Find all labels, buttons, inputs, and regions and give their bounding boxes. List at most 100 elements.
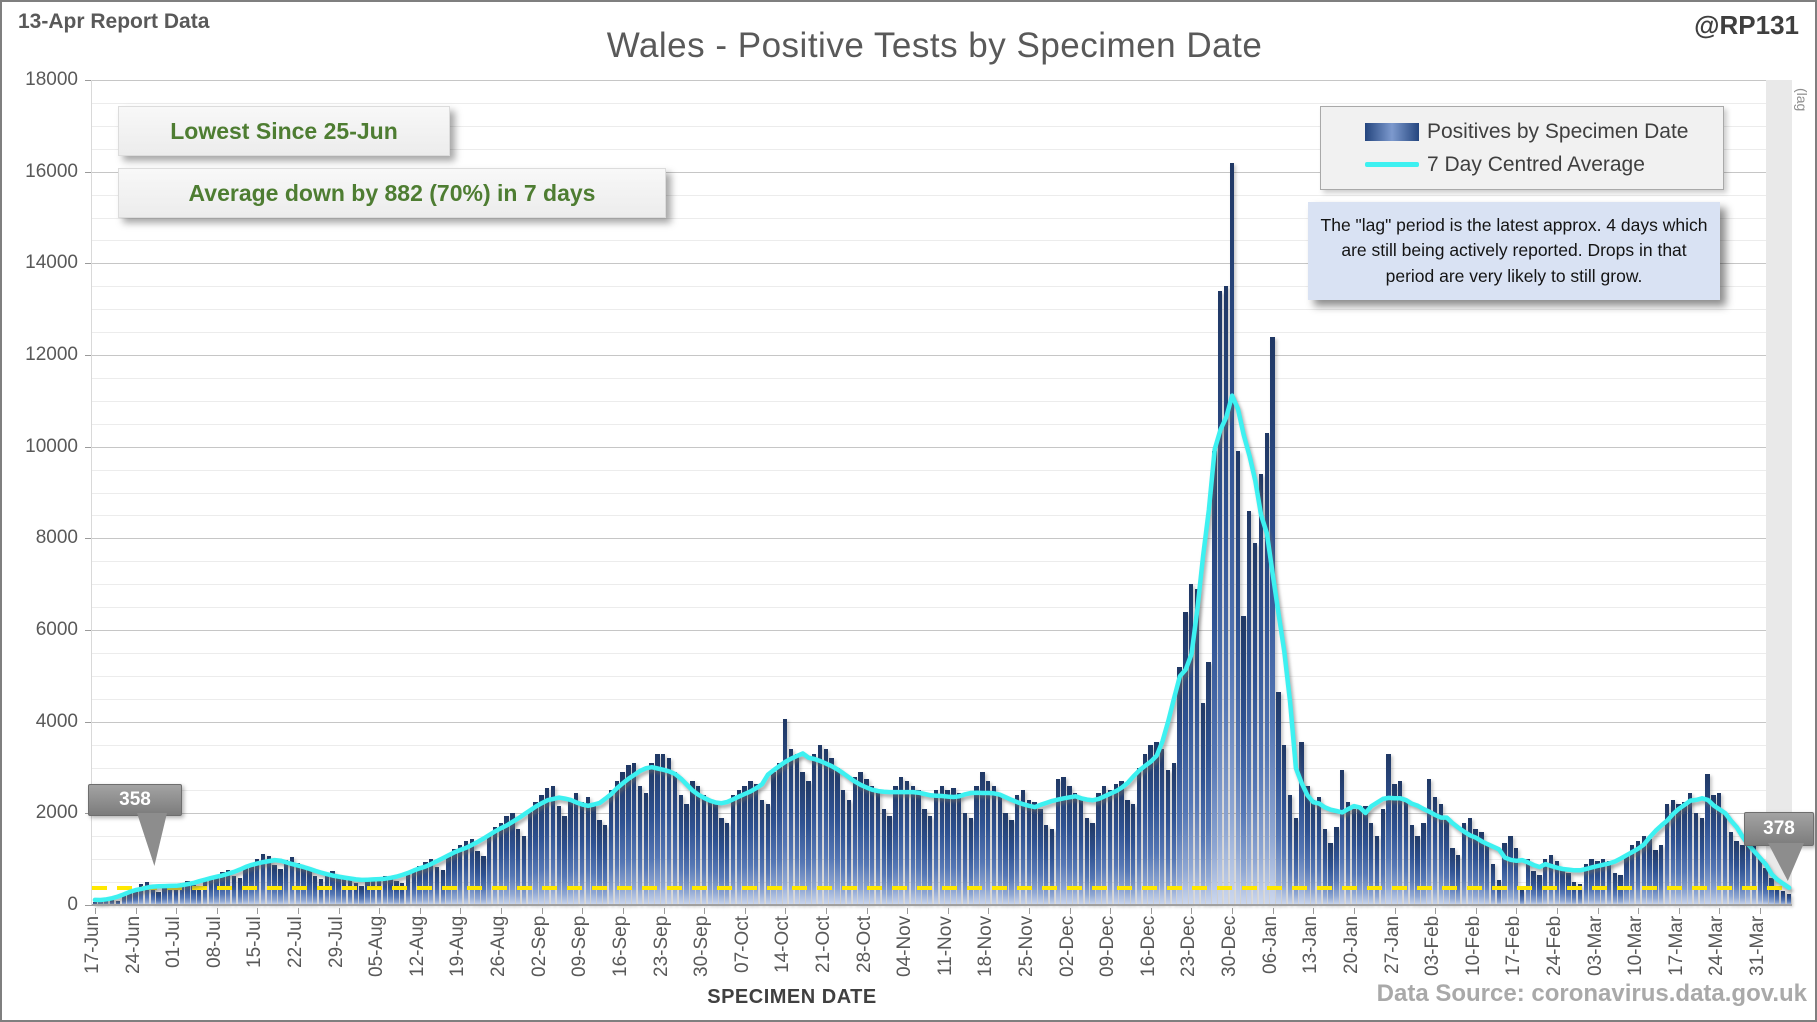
x-tick-mark <box>1272 908 1274 914</box>
bar <box>968 817 973 905</box>
bar <box>214 875 219 905</box>
bar <box>1084 817 1090 905</box>
gridline <box>92 332 1792 334</box>
bar <box>1421 822 1426 905</box>
report-date-label: 13-Apr Report Data <box>18 10 210 33</box>
gridline <box>92 767 1792 769</box>
bar <box>1595 861 1600 905</box>
bar <box>817 744 823 905</box>
bar <box>672 772 678 905</box>
bar <box>191 885 196 905</box>
bar <box>1200 703 1206 905</box>
x-tick-mark <box>1150 908 1152 914</box>
bar <box>1154 742 1159 905</box>
bar <box>991 785 997 905</box>
bar <box>678 795 683 905</box>
gridline <box>92 171 1792 173</box>
bar <box>492 827 498 905</box>
bar <box>1490 863 1496 905</box>
bar <box>1682 801 1687 905</box>
bar <box>1293 817 1298 905</box>
bar <box>463 840 469 905</box>
y-tick-label: 4000 <box>35 710 78 732</box>
bar <box>980 772 985 905</box>
bar <box>1142 753 1148 905</box>
x-tick-mark <box>622 908 624 914</box>
bar <box>1020 790 1026 905</box>
x-tick-mark <box>338 908 340 914</box>
y-tick-mark <box>85 905 92 906</box>
y-axis-line <box>91 80 92 905</box>
bar <box>1305 785 1310 905</box>
bar <box>295 862 300 905</box>
bar <box>458 845 463 905</box>
bar <box>1450 847 1455 905</box>
x-tick-mark <box>988 908 990 914</box>
x-tick-mark <box>785 908 787 914</box>
bar <box>579 801 585 905</box>
bar <box>986 781 991 905</box>
bar <box>1328 843 1333 905</box>
x-tick-mark <box>1069 908 1071 914</box>
bar <box>121 895 126 905</box>
y-tick-mark <box>85 538 92 540</box>
bar <box>1641 836 1647 905</box>
x-tick-mark <box>663 908 665 914</box>
x-tick-mark <box>379 908 381 914</box>
bar <box>1258 474 1264 905</box>
x-tick-mark <box>947 908 949 914</box>
bar <box>1189 584 1194 905</box>
bar <box>208 877 213 905</box>
bar <box>1769 877 1774 905</box>
bar <box>823 749 828 905</box>
bar <box>272 865 277 905</box>
bar <box>1751 840 1757 905</box>
bar <box>498 822 504 905</box>
bar <box>1455 854 1461 905</box>
gridline <box>92 355 1792 356</box>
x-tick-mark <box>1353 908 1355 914</box>
bar <box>1583 863 1589 905</box>
x-tick-mark <box>419 908 421 914</box>
bar <box>533 801 538 905</box>
bar <box>417 865 422 905</box>
bar <box>840 790 846 905</box>
bar <box>1339 769 1345 905</box>
bar <box>1548 854 1554 905</box>
bar <box>1740 845 1745 905</box>
bar <box>603 824 608 905</box>
x-axis-line <box>92 904 1792 906</box>
y-tick-label: 8000 <box>35 527 78 549</box>
bar <box>945 790 950 905</box>
bar <box>1670 799 1676 905</box>
bar <box>910 785 915 905</box>
bar <box>109 899 115 905</box>
bar <box>1206 662 1211 905</box>
x-tick-mark <box>135 908 137 914</box>
bar <box>1606 861 1612 905</box>
bar <box>829 758 834 905</box>
bar <box>1299 742 1304 905</box>
callout-end-value: 378 <box>1744 812 1814 846</box>
x-tick-mark <box>582 908 584 914</box>
bar <box>614 781 620 905</box>
bar <box>858 772 863 905</box>
bar <box>545 788 550 905</box>
bar <box>1537 875 1542 905</box>
bar <box>1287 795 1293 905</box>
x-tick-mark <box>1638 908 1640 914</box>
bar <box>1119 781 1124 905</box>
bar <box>864 778 869 905</box>
x-tick-mark <box>501 908 503 914</box>
line-swatch-icon <box>1365 162 1419 167</box>
bar <box>742 785 747 905</box>
bar <box>811 753 817 905</box>
bar <box>1409 824 1414 905</box>
bar <box>1624 854 1629 905</box>
x-tick-mark <box>704 908 706 914</box>
x-tick-mark <box>1475 908 1477 914</box>
x-tick-mark <box>216 908 218 914</box>
bar <box>1113 783 1119 905</box>
bar <box>1015 795 1020 905</box>
bar <box>1270 336 1275 905</box>
